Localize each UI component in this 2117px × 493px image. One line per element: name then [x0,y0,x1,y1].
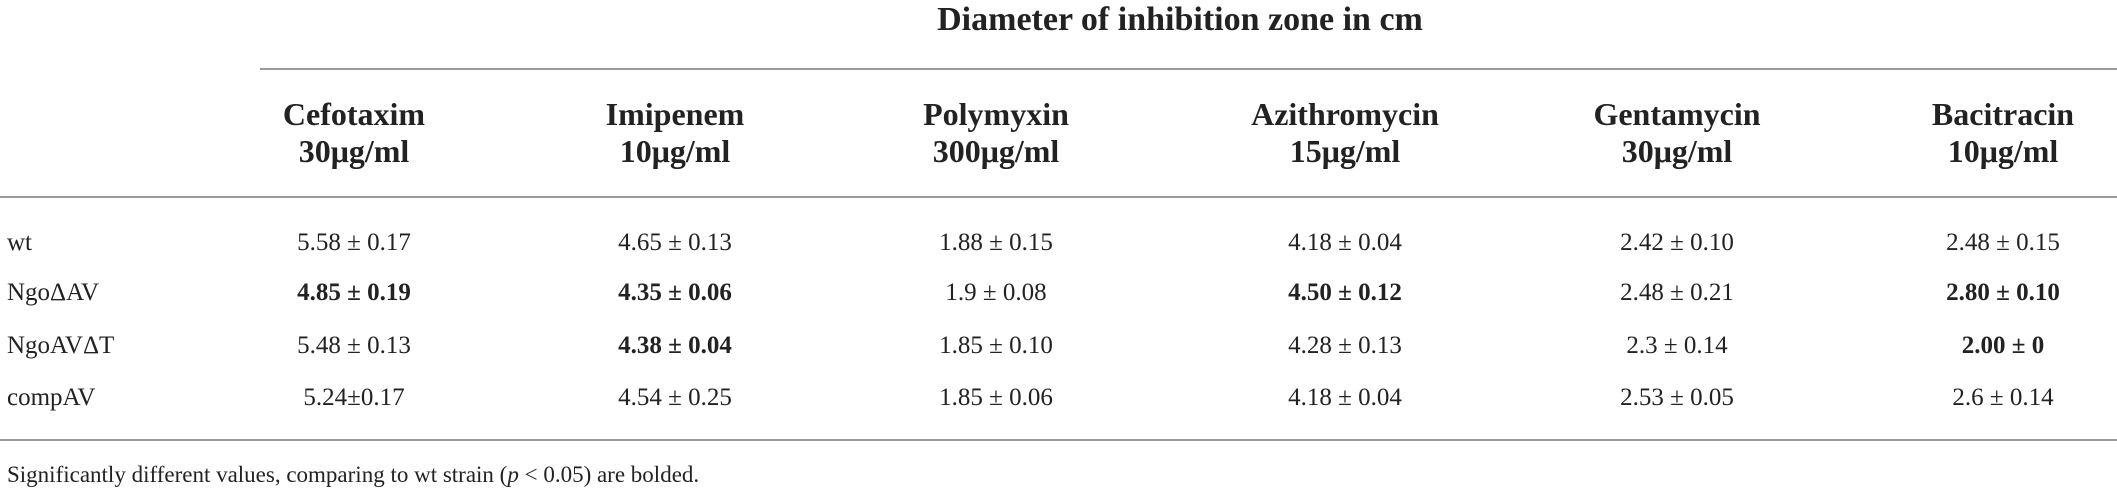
cell: 4.28 ± 0.13 [1288,332,1402,359]
column-header: Azithromycin 15μg/ml [1251,96,1439,170]
cell: 4.18 ± 0.04 [1288,229,1402,256]
cell: 2.6 ± 0.14 [1952,384,2054,411]
column-name: Bacitracin [1931,96,2075,132]
cell: 5.24±0.17 [303,384,405,411]
cell: 4.50 ± 0.12 [1288,279,1402,306]
cell: 2.48 ± 0.15 [1946,229,2060,256]
cell: 4.65 ± 0.13 [618,229,732,256]
cell: 1.85 ± 0.06 [939,384,1053,411]
column-name: Imipenem [605,96,745,132]
column-dose: 30μg/ml [1621,133,1733,169]
column-header: Gentamycin 30μg/ml [1593,96,1760,170]
cell: 4.38 ± 0.04 [618,332,732,359]
column-dose: 30μg/ml [298,133,410,169]
column-header: Bacitracin 10μg/ml [1932,96,2074,170]
rule [260,68,2117,70]
cell: 5.58 ± 0.17 [297,229,411,256]
cell: 4.54 ± 0.25 [618,384,732,411]
table-title: Diameter of inhibition zone in cm [937,1,1423,38]
cell: 2.53 ± 0.05 [1620,384,1734,411]
cell: 2.48 ± 0.21 [1620,279,1734,306]
column-header: Polymyxin 300μg/ml [923,96,1069,170]
footnote-text: < 0.05) are bolded. [518,462,700,487]
column-name: Gentamycin [1593,96,1761,132]
cell: 4.18 ± 0.04 [1288,384,1402,411]
rule [0,439,2117,441]
rule [0,196,2117,198]
column-dose: 300μg/ml [932,133,1060,169]
footnote-text: p [507,462,519,487]
row-label: NgoAVΔT [7,332,115,359]
column-name: Polymyxin [923,96,1069,132]
cell: 2.00 ± 0 [1961,332,2045,359]
row-label: wt [7,229,32,256]
cell: 1.9 ± 0.08 [945,279,1047,306]
column-name: Azithromycin [1251,96,1439,132]
footnote: Significantly different values, comparin… [7,462,699,488]
cell: 1.88 ± 0.15 [939,229,1053,256]
column-name: Cefotaxim [282,96,426,132]
cell: 2.3 ± 0.14 [1626,332,1728,359]
column-dose: 10μg/ml [1947,133,2059,169]
footnote-text: Significantly different values, comparin… [7,462,508,487]
cell: 2.80 ± 0.10 [1946,279,2060,306]
column-header: Cefotaxim 30μg/ml [283,96,425,170]
cell: 5.48 ± 0.13 [297,332,411,359]
cell: 2.42 ± 0.10 [1620,229,1734,256]
cell: 1.85 ± 0.10 [939,332,1053,359]
column-dose: 15μg/ml [1289,133,1401,169]
column-header: Imipenem 10μg/ml [606,96,745,170]
row-label: compAV [7,384,96,411]
column-dose: 10μg/ml [619,133,731,169]
row-label: NgoΔAV [7,279,100,306]
cell: 4.85 ± 0.19 [297,279,411,306]
cell: 4.35 ± 0.06 [618,279,732,306]
